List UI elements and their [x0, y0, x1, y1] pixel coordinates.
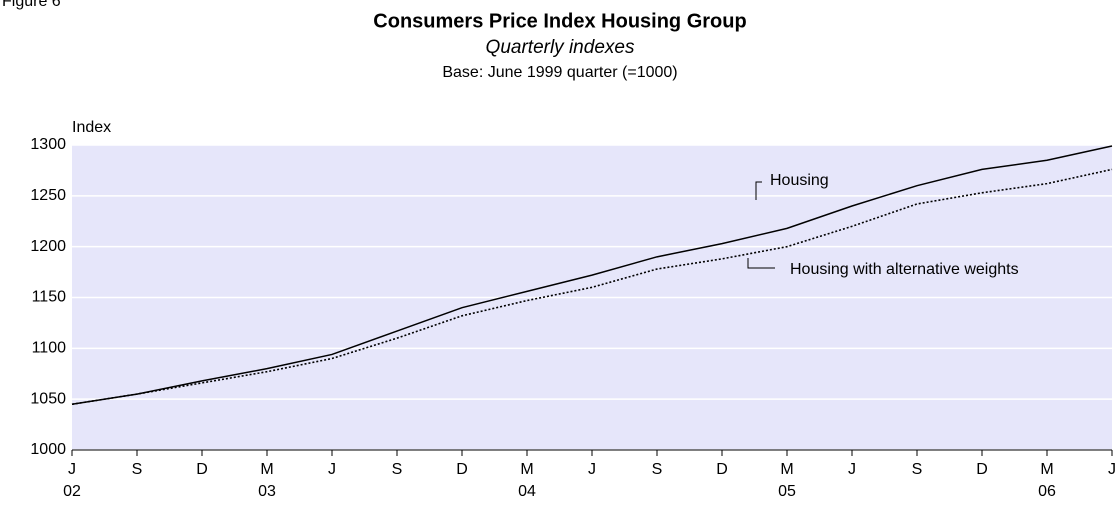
- x-tick-label: D: [716, 461, 728, 478]
- x-tick-label: D: [976, 461, 988, 478]
- x-tick-label: M: [1040, 461, 1053, 478]
- x-year-label: 03: [258, 483, 276, 500]
- x-year-label: 02: [63, 483, 81, 500]
- series-line: [71, 145, 1113, 405]
- y-tick-label: 1000: [30, 441, 66, 458]
- x-tick-label: J: [1108, 461, 1116, 478]
- y-tick-label: 1200: [30, 238, 66, 255]
- x-tick-label: S: [392, 461, 403, 478]
- chart-title: Consumers Price Index Housing Group: [373, 10, 746, 32]
- y-tick-label: 1150: [32, 289, 67, 306]
- y-tick-label: 1100: [32, 340, 67, 357]
- annotation-pointer: [755, 181, 762, 200]
- x-tick-label: D: [456, 461, 468, 478]
- x-tick-label: J: [588, 461, 596, 478]
- x-tick-label: J: [68, 461, 76, 478]
- plot-area: 1000 1050 1100 1150 1200 1250 1300 J 02 S D M 03 J S D M…: [30, 136, 1116, 500]
- x-tick-label: M: [780, 461, 793, 478]
- figure-label: Figure 6: [2, 0, 61, 10]
- x-tick-label: J: [848, 461, 856, 478]
- y-tick-label: 1050: [30, 390, 66, 407]
- series-label: Housing with alternative weights: [790, 261, 1019, 278]
- x-year-label: 04: [518, 483, 536, 500]
- x-tick-label: J: [328, 461, 336, 478]
- annotation-pointer: [747, 258, 775, 269]
- y-axis-label: Index: [72, 119, 111, 136]
- x-tick-label: S: [912, 461, 923, 478]
- x-tick-label: M: [260, 461, 273, 478]
- x-tick-label: S: [652, 461, 663, 478]
- series-label: Housing: [770, 172, 829, 189]
- x-tick-label: D: [196, 461, 208, 478]
- x-tick-label: M: [520, 461, 533, 478]
- chart-note: Base: June 1999 quarter (=1000): [442, 64, 677, 81]
- chart-subtitle: Quarterly indexes: [486, 37, 635, 58]
- x-year-label: 06: [1038, 483, 1056, 500]
- y-tick-label: 1300: [30, 136, 66, 153]
- x-year-label: 05: [778, 483, 796, 500]
- x-tick-label: S: [132, 461, 143, 478]
- series-line: [71, 168, 1113, 406]
- y-tick-label: 1250: [30, 187, 66, 204]
